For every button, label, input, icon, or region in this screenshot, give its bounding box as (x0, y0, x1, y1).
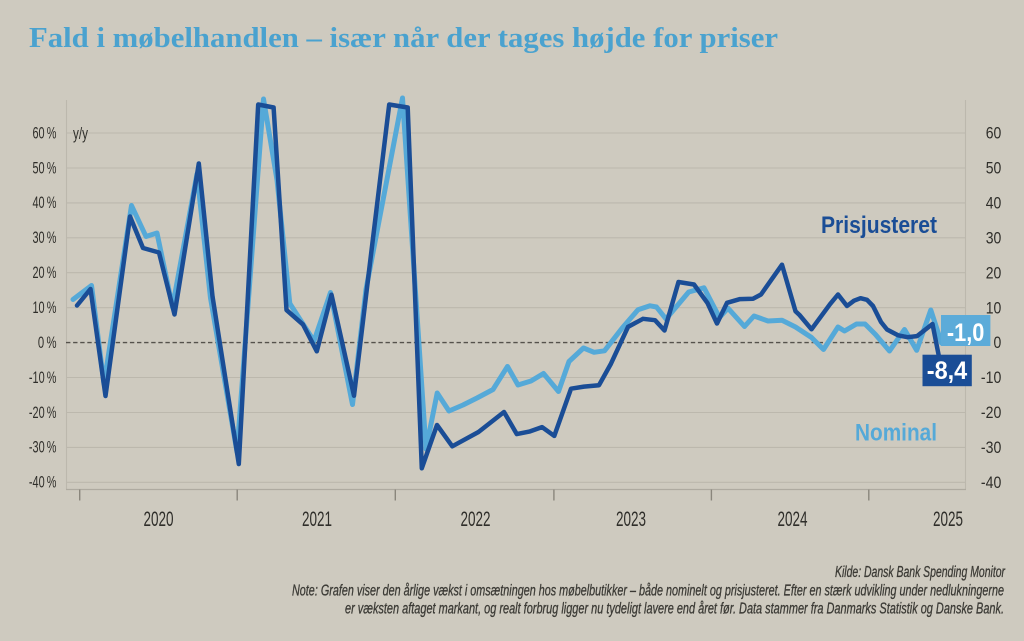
svg-text:2021: 2021 (302, 508, 332, 531)
svg-text:-20: -20 (981, 403, 1001, 422)
svg-text:60: 60 (986, 124, 1002, 143)
svg-text:Prisjusteret: Prisjusteret (821, 212, 937, 239)
svg-text:-1,0: -1,0 (947, 319, 985, 347)
svg-text:2022: 2022 (461, 508, 491, 531)
svg-text:40 %: 40 % (33, 193, 57, 212)
svg-text:er væksten aftaget markant, og: er væksten aftaget markant, og realt for… (345, 600, 1004, 617)
svg-text:40: 40 (986, 194, 1002, 213)
svg-text:30: 30 (986, 228, 1002, 247)
svg-text:50 %: 50 % (33, 158, 57, 177)
svg-text:20 %: 20 % (33, 263, 57, 282)
svg-text:-8,4: -8,4 (927, 357, 968, 385)
svg-text:-30 %: -30 % (29, 438, 57, 457)
svg-text:-40 %: -40 % (29, 473, 57, 492)
svg-text:-10: -10 (981, 368, 1001, 387)
svg-text:0 %: 0 % (38, 333, 57, 352)
svg-text:20: 20 (986, 263, 1002, 282)
svg-text:0: 0 (994, 333, 1002, 352)
svg-text:-40: -40 (981, 473, 1001, 492)
svg-text:10: 10 (986, 298, 1002, 317)
svg-text:Note: Grafen viser den årlige: Note: Grafen viser den årlige vækst i om… (292, 582, 1004, 599)
svg-text:-20 %: -20 % (29, 403, 57, 422)
svg-text:-30: -30 (981, 438, 1001, 457)
svg-text:10 %: 10 % (33, 298, 57, 317)
svg-text:2025: 2025 (933, 508, 963, 531)
svg-text:Fald i møbelhandlen – især når: Fald i møbelhandlen – især når der tages… (29, 22, 778, 54)
svg-text:30 %: 30 % (33, 228, 57, 247)
svg-text:50: 50 (986, 159, 1002, 178)
svg-text:y/y: y/y (73, 125, 89, 143)
svg-text:2023: 2023 (616, 508, 646, 531)
svg-text:Nominal: Nominal (855, 420, 937, 447)
svg-text:60 %: 60 % (33, 123, 57, 142)
svg-text:2020: 2020 (144, 508, 174, 531)
svg-text:-10 %: -10 % (29, 368, 57, 387)
svg-text:2024: 2024 (778, 508, 808, 531)
svg-text:Kilde: Dansk Bank Spending Mon: Kilde: Dansk Bank Spending Monitor (835, 564, 1006, 581)
